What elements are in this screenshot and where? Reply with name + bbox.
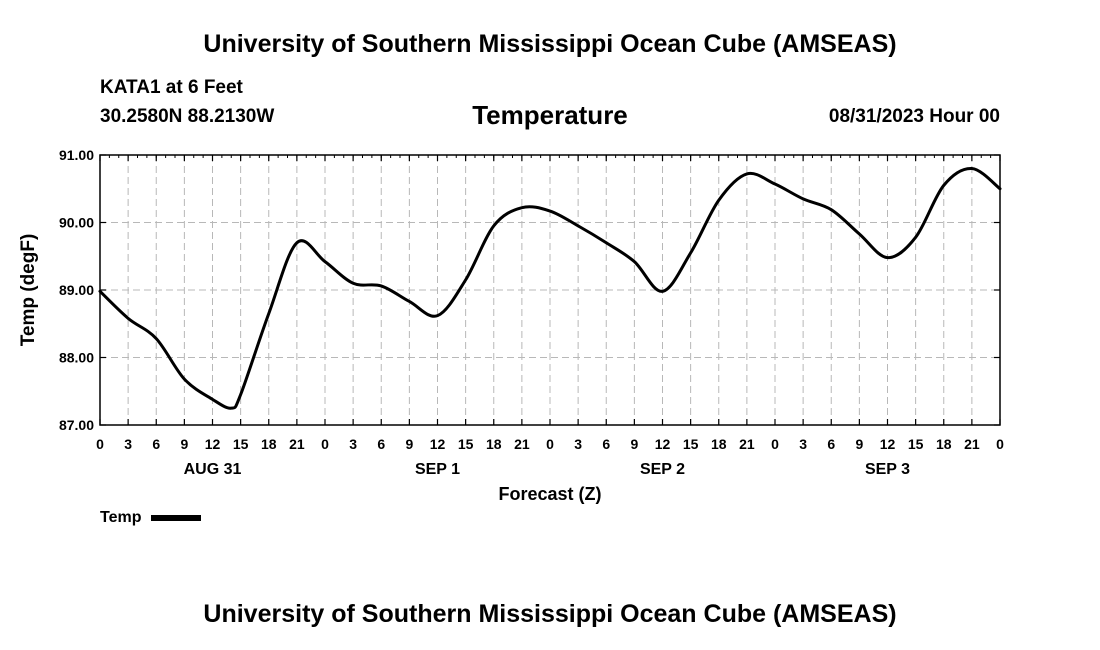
x-tick-label: 15 (683, 436, 699, 452)
x-tick-label: 15 (458, 436, 474, 452)
axis-labels: 0 3 6 9 12 15 18 21 0 3 6 9 12 15 18 21 0 3 6 9 12 15 18 21 0 3 6 9… (18, 147, 1004, 504)
x-tick-label: 12 (205, 436, 221, 452)
day-label: SEP 1 (415, 461, 460, 478)
y-tick-label: 90.00 (59, 215, 94, 231)
x-tick-label: 6 (377, 436, 385, 452)
day-label: AUG 31 (184, 461, 242, 478)
x-tick-label: 15 (233, 436, 249, 452)
x-tick-label: 6 (152, 436, 160, 452)
x-tick-label: 18 (936, 436, 952, 452)
x-tick-label: 3 (124, 436, 132, 452)
day-label: SEP 3 (865, 461, 910, 478)
x-tick-label: 12 (430, 436, 446, 452)
legend: Temp (100, 509, 202, 527)
series-lines (98, 166, 1002, 410)
x-tick-label: 15 (908, 436, 924, 452)
x-tick-label: 0 (996, 436, 1004, 452)
forecast-issue-time: 08/31/2023 Hour 00 (828, 106, 1000, 127)
x-tick-label: 9 (855, 436, 863, 452)
x-tick-label: 9 (405, 436, 413, 452)
x-tick-label: 3 (349, 436, 357, 452)
legend-swatch-temp (151, 515, 202, 521)
x-tick-label: 12 (655, 436, 671, 452)
x-tick-label: 0 (96, 436, 104, 452)
axis-ticks (99, 154, 1001, 426)
station-label: KATA1 at 6 Feet (100, 77, 243, 98)
series-line-temp (98, 166, 1002, 410)
variable-title: Temperature (472, 100, 628, 130)
station-coordinates: 30.2580N 88.2130W (100, 106, 275, 127)
x-tick-label: 21 (964, 436, 980, 452)
x-tick-label: 6 (827, 436, 835, 452)
x-tick-label: 6 (602, 436, 610, 452)
y-tick-label: 87.00 (59, 417, 94, 433)
y-tick-label: 89.00 (59, 282, 94, 298)
x-tick-label: 18 (711, 436, 727, 452)
x-tick-label: 0 (771, 436, 779, 452)
day-label: SEP 2 (640, 461, 685, 478)
footer-title: University of Southern Mississippi Ocean… (203, 600, 897, 628)
x-tick-label: 18 (261, 436, 277, 452)
legend-label-temp: Temp (100, 509, 142, 526)
x-tick-label: 12 (880, 436, 896, 452)
y-tick-label: 91.00 (59, 147, 94, 163)
x-tick-label: 21 (514, 436, 530, 452)
chart-main-title: University of Southern Mississippi Ocean… (203, 30, 897, 58)
x-tick-label: 18 (486, 436, 502, 452)
x-tick-label: 21 (289, 436, 305, 452)
y-axis-title: Temp (degF) (18, 234, 39, 347)
x-tick-label: 3 (799, 436, 807, 452)
x-tick-label: 0 (321, 436, 329, 452)
x-tick-label: 9 (630, 436, 638, 452)
x-tick-label: 0 (546, 436, 554, 452)
x-axis-title: Forecast (Z) (498, 484, 601, 504)
x-tick-label: 21 (739, 436, 755, 452)
x-tick-label: 9 (180, 436, 188, 452)
y-tick-label: 88.00 (59, 350, 94, 366)
x-tick-label: 3 (574, 436, 582, 452)
grid-lines (100, 155, 1000, 425)
